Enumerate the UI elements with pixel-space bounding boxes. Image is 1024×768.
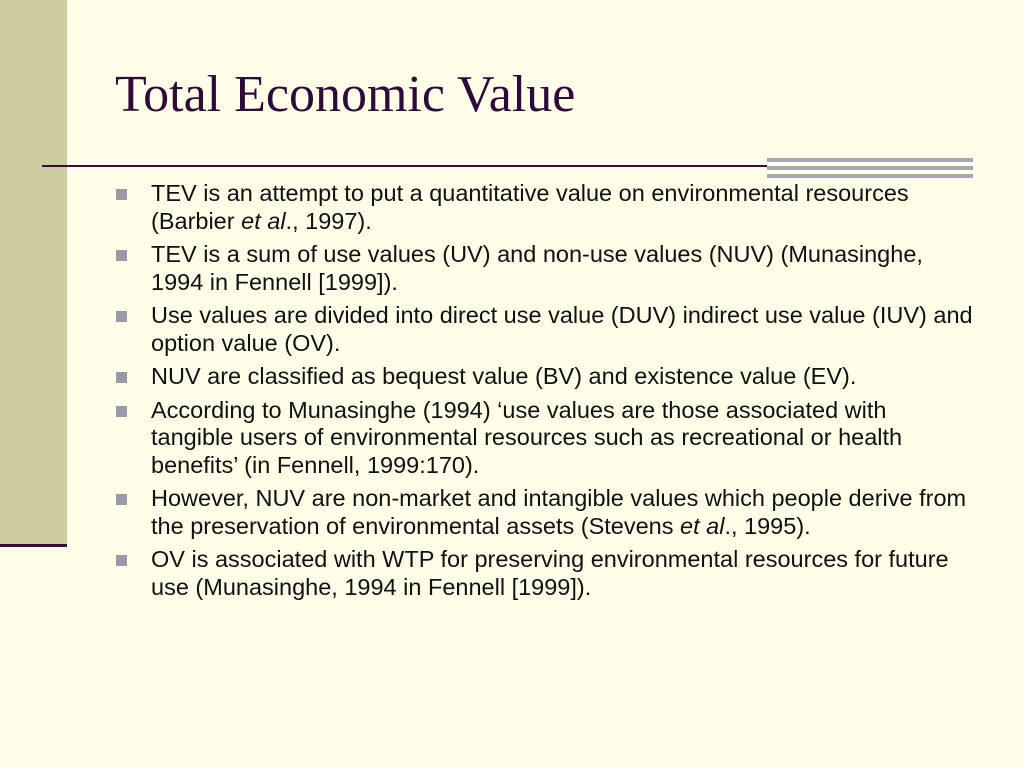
left-decorative-band: [0, 0, 67, 545]
square-bullet-icon: [116, 311, 127, 322]
bullet-text-italic: et al: [241, 207, 286, 234]
bullet-text: OV is associated with WTP for preserving…: [151, 546, 949, 600]
bullet-text: TEV is a sum of use values (UV) and non-…: [151, 241, 923, 295]
square-bullet-icon: [116, 405, 127, 417]
bullet-text: TEV is an attempt to put a quantitative …: [151, 180, 909, 234]
square-bullet-icon: [116, 189, 127, 200]
square-bullet-icon: [116, 494, 127, 505]
bullet-text: Use values are divided into direct use v…: [151, 302, 973, 356]
bullet-item: However, NUV are non-market and intangib…: [115, 485, 975, 540]
bullet-item: TEV is a sum of use values (UV) and non-…: [115, 241, 975, 296]
bullet-item: According to Munasinghe (1994) ‘use valu…: [115, 397, 975, 480]
bullet-text: However, NUV are non-market and intangib…: [151, 485, 967, 539]
slide-title: Total Economic Value: [115, 66, 576, 123]
accent-bar: [767, 166, 973, 170]
accent-bar: [767, 174, 973, 178]
square-bullet-icon: [116, 250, 127, 261]
title-divider: [42, 165, 767, 167]
bullet-text: NUV are classified as bequest value (BV)…: [151, 363, 857, 389]
bullet-item: TEV is an attempt to put a quantitative …: [115, 180, 975, 235]
left-band-underline: [0, 544, 67, 547]
bullet-text: According to Munasinghe (1994) ‘use valu…: [151, 396, 903, 478]
square-bullet-icon: [116, 555, 127, 566]
bullet-text: ., 1997).: [285, 207, 372, 234]
bullet-item: Use values are divided into direct use v…: [115, 302, 975, 357]
bullet-item: NUV are classified as bequest value (BV)…: [115, 363, 975, 391]
accent-bar: [767, 158, 973, 162]
square-bullet-icon: [116, 372, 127, 383]
bullet-text-italic: et al: [680, 512, 725, 539]
bullet-list: TEV is an attempt to put a quantitative …: [115, 180, 975, 607]
bullet-text: ., 1995).: [724, 512, 811, 539]
bullet-item: OV is associated with WTP for preserving…: [115, 546, 975, 601]
